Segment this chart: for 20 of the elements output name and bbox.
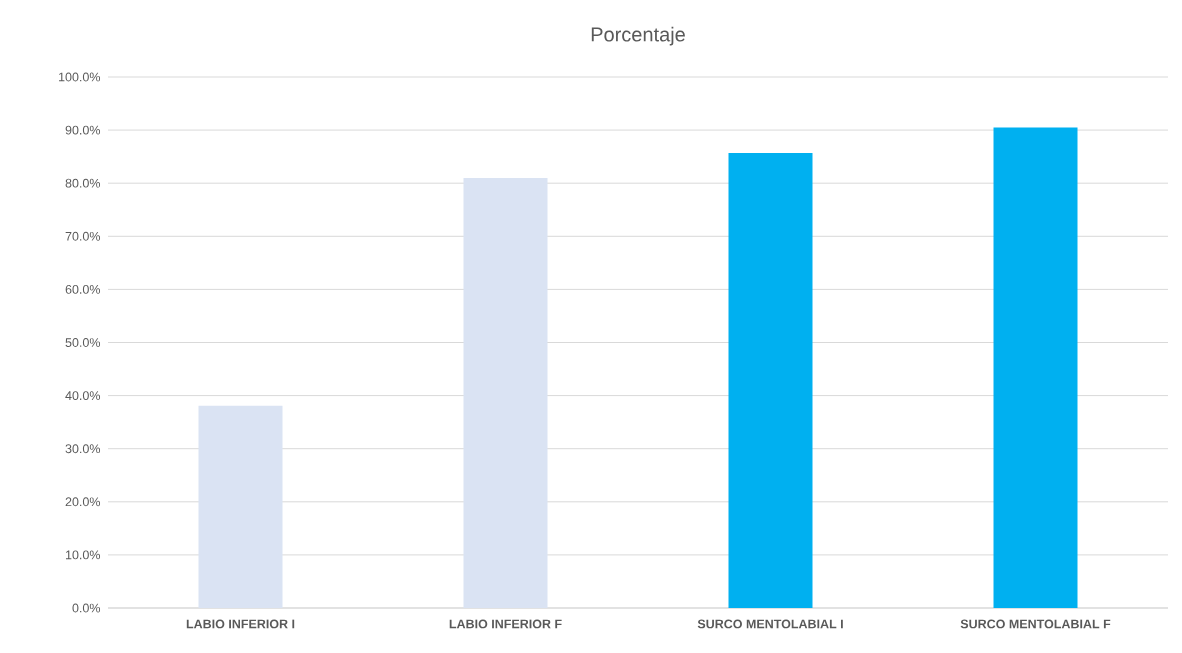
y-tick-label: 40.0%: [65, 391, 101, 401]
y-tick-label: 20.0%: [65, 497, 101, 507]
x-tick-label: LABIO INFERIOR F: [449, 619, 562, 629]
bar: [198, 405, 283, 608]
x-tick-label: SURCO MENTOLABIAL F: [960, 619, 1111, 629]
x-tick-label: LABIO INFERIOR I: [186, 619, 295, 629]
y-tick-label: 0.0%: [72, 603, 101, 613]
chart-title: Porcentaje: [591, 26, 685, 46]
y-tick-label: 100.0%: [59, 72, 101, 82]
y-tick-label: 10.0%: [65, 550, 101, 560]
y-tick-label: 80.0%: [65, 178, 101, 188]
y-tick-label: 90.0%: [65, 125, 101, 135]
bar: [728, 152, 813, 608]
y-tick-label: 70.0%: [65, 231, 101, 241]
y-tick-label: 50.0%: [65, 338, 101, 347]
y-tick-label: 30.0%: [65, 444, 101, 454]
y-tick-label: 60.0%: [65, 284, 101, 294]
x-tick-label: SURCO MENTOLABIAL I: [697, 619, 843, 629]
bar: [993, 127, 1078, 608]
bar: [463, 177, 548, 608]
